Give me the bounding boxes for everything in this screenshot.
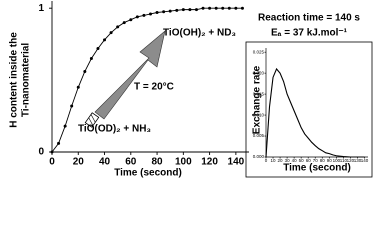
data-point bbox=[155, 11, 159, 15]
y-axis-label: H content inside the bbox=[9, 32, 20, 128]
annotation: T = 20°C bbox=[134, 82, 174, 93]
data-point bbox=[70, 104, 74, 108]
annotation: Eₐ = 37 kJ.mol⁻¹ bbox=[271, 28, 348, 39]
y-tick-label: 0.025 bbox=[253, 49, 265, 54]
data-point bbox=[208, 6, 212, 10]
x-tick-label: 100 bbox=[333, 158, 341, 163]
data-point bbox=[168, 9, 172, 13]
x-tick-label: 140 bbox=[361, 158, 369, 163]
data-point bbox=[214, 6, 218, 10]
x-tick-label: 130 bbox=[354, 158, 362, 163]
data-point bbox=[227, 6, 231, 10]
data-point bbox=[63, 124, 67, 128]
hatch bbox=[88, 117, 94, 126]
x-tick-label: 40 bbox=[292, 158, 298, 163]
x-tick-label: 0 bbox=[49, 157, 55, 168]
inset-frame bbox=[245, 41, 373, 178]
y-tick-label: 0.020 bbox=[253, 70, 265, 75]
data-point bbox=[96, 46, 100, 50]
data-point bbox=[221, 6, 225, 10]
data-point bbox=[103, 38, 107, 42]
x-axis-label: Time (second) bbox=[283, 163, 351, 174]
y-tick-label: 0 bbox=[38, 147, 44, 158]
x-tick-label: 30 bbox=[285, 158, 291, 163]
data-point bbox=[201, 6, 205, 10]
data-point bbox=[83, 69, 87, 73]
annotation: Reaction time = 140 s bbox=[258, 13, 360, 24]
data-point bbox=[162, 10, 166, 14]
data-point bbox=[89, 57, 93, 61]
data-point bbox=[135, 15, 139, 19]
data-point bbox=[181, 8, 185, 12]
y-axis-label: Ti-nanomaterial bbox=[21, 43, 32, 117]
arrow-tail-box bbox=[84, 112, 100, 128]
x-tick-label: 40 bbox=[99, 157, 111, 168]
x-tick-label: 120 bbox=[201, 157, 218, 168]
x-tick-label: 0 bbox=[265, 158, 268, 163]
x-tick-label: 80 bbox=[320, 158, 326, 163]
x-tick-label: 120 bbox=[347, 158, 355, 163]
data-point bbox=[142, 13, 146, 17]
hatch bbox=[90, 114, 96, 123]
data-point bbox=[129, 18, 133, 22]
x-tick-label: 20 bbox=[278, 158, 284, 163]
x-axis-label: Time (second) bbox=[114, 168, 182, 179]
data-point bbox=[234, 6, 238, 10]
data-point bbox=[57, 141, 61, 145]
x-tick-label: 60 bbox=[306, 158, 312, 163]
y-tick-label: 0.000 bbox=[253, 154, 265, 159]
x-tick-label: 10 bbox=[271, 158, 277, 163]
y-tick-label: 1 bbox=[38, 3, 44, 14]
data-point bbox=[194, 8, 198, 12]
data-point bbox=[122, 21, 126, 25]
y-tick-label: 0.005 bbox=[253, 133, 265, 138]
data-point bbox=[175, 8, 179, 12]
y-tick-label: 0.010 bbox=[253, 112, 265, 117]
data-line bbox=[265, 67, 365, 158]
y-tick-label: 0.015 bbox=[253, 91, 265, 96]
annotation: TiO(OH)₂ + ND₃ bbox=[163, 28, 236, 39]
annotation: TiO(OD)₂ + NH₃ bbox=[78, 124, 151, 135]
x-tick-label: 110 bbox=[340, 158, 348, 163]
x-tick-label: 90 bbox=[327, 158, 333, 163]
data-point bbox=[116, 25, 120, 29]
data-point bbox=[188, 8, 192, 12]
x-tick-label: 100 bbox=[175, 157, 192, 168]
x-tick-label: 50 bbox=[299, 158, 305, 163]
x-tick-label: 60 bbox=[125, 157, 137, 168]
x-tick-label: 20 bbox=[73, 157, 85, 168]
data-point bbox=[240, 6, 244, 10]
x-tick-label: 80 bbox=[152, 157, 164, 168]
x-tick-label: 70 bbox=[313, 158, 319, 163]
hatched-box bbox=[84, 112, 100, 128]
data-point bbox=[109, 31, 113, 35]
data-point bbox=[50, 150, 54, 154]
y-axis-label: Exchange rate bbox=[252, 65, 263, 134]
reaction-arrow bbox=[94, 30, 166, 120]
data-point bbox=[149, 12, 152, 16]
x-tick-label: 140 bbox=[228, 157, 245, 168]
data-point bbox=[76, 85, 80, 89]
